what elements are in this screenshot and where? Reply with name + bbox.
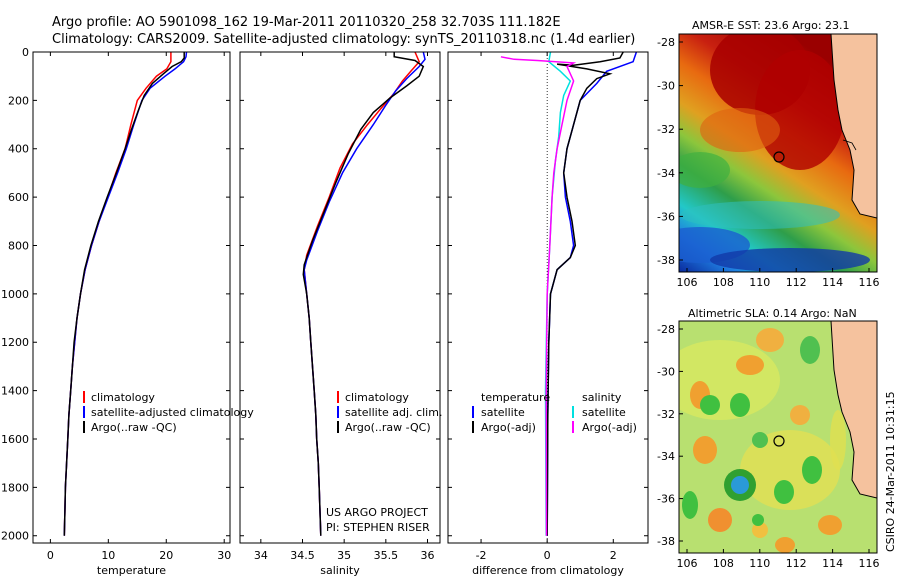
x-axis-label: salinity — [320, 564, 360, 577]
series-line-satellite-adjusted-climatology — [63, 52, 188, 536]
map-x-tick-label: 108 — [713, 557, 734, 570]
series-line-argo-raw-qc- — [63, 52, 185, 536]
salinity-profile-panel: 34 34.5 35 35.5 36 salinity — [239, 51, 441, 577]
x-axis-label: temperature — [97, 564, 166, 577]
x-tick-label: 34.5 — [290, 549, 315, 562]
y-tick-label: 800 — [8, 239, 29, 252]
project-annotation: US ARGO PROJECT — [326, 506, 428, 519]
x-axis-label: difference from climatology — [472, 564, 624, 577]
map-x-tick-label: 116 — [859, 557, 880, 570]
argo-float-marker — [773, 151, 785, 163]
map-x-tick-label: 114 — [822, 557, 843, 570]
legend-label-temp-satellite: satellite — [481, 406, 525, 419]
sla-map-axes: 106 108 110 112 114 116 -28 -30 -32 -34 -36 -38 — [657, 323, 879, 570]
x-tick-label: -2 — [476, 549, 487, 562]
y-tick-label: 1400 — [1, 385, 29, 398]
footer-timestamp: CSIRO 24-Mar-2011 10:31:15 — [884, 391, 897, 552]
x-tick-label: 0 — [47, 549, 54, 562]
x-tick-label: 35 — [337, 549, 351, 562]
series-line-argo-raw-qc- — [302, 52, 425, 536]
map-x-tick-label: 112 — [786, 557, 807, 570]
map-y-tick-label: -30 — [657, 80, 675, 93]
x-tick-label: 0 — [544, 549, 551, 562]
series-line-satellite — [546, 52, 638, 536]
map-y-tick-label: -36 — [657, 493, 675, 506]
legend-label-climatology: climatology — [91, 391, 155, 404]
temperature-legend: climatology satellite-adjusted climatolo… — [83, 391, 254, 434]
y-tick-label: 0 — [22, 46, 29, 59]
map-y-tick-label: -38 — [657, 535, 675, 548]
difference-profile-panel: -2 0 2 difference from climatology — [447, 51, 649, 577]
sst-map — [679, 34, 877, 272]
sst-map-axes: 106 108 110 112 114 116 -28 -30 -32 -34 -36 -38 — [657, 36, 879, 289]
sla-map-title: Altimetric SLA: 0.14 Argo: NaN — [688, 307, 857, 320]
series-line-argo-adj- — [546, 52, 624, 536]
map-y-tick-label: -36 — [657, 210, 675, 223]
figure-title-line1: Argo profile: AO 5901098_162 19-Mar-2011… — [52, 15, 561, 30]
x-tick-label: 30 — [217, 549, 231, 562]
y-tick-label: 2000 — [1, 530, 29, 543]
map-y-tick-label: -32 — [657, 123, 675, 136]
pi-annotation: PI: STEPHEN RISER — [326, 521, 430, 534]
temperature-profile-panel: 0 10 20 30 temperature 0 200 400 600 800 1000 1200 1… — [1, 46, 231, 577]
series-line-climatology — [303, 52, 421, 536]
legend-label-sal-satellite: satellite — [582, 406, 626, 419]
map-y-tick-label: -28 — [657, 323, 675, 336]
difference-legend: temperature satellite Argo(-adj) salinit… — [472, 391, 637, 434]
legend-label-temp-argo: Argo(-adj) — [481, 421, 536, 434]
figure-title-line2: Climatology: CARS2009. Satellite-adjuste… — [52, 32, 635, 47]
y-tick-label: 1600 — [1, 433, 29, 446]
y-tick-label: 1200 — [1, 336, 29, 349]
y-tick-label: 600 — [8, 191, 29, 204]
salinity-legend: climatology satellite adj. clim. Argo(..… — [337, 391, 442, 434]
map-x-tick-label: 112 — [786, 276, 807, 289]
map-x-tick-label: 108 — [713, 276, 734, 289]
argo-float-marker — [773, 435, 785, 447]
legend-label-argo: Argo(..raw -QC) — [91, 421, 177, 434]
x-tick-label: 20 — [159, 549, 173, 562]
map-y-tick-label: -38 — [657, 254, 675, 267]
map-x-tick-label: 106 — [677, 557, 698, 570]
plot-frame — [239, 51, 441, 544]
y-tick-label: 200 — [8, 94, 29, 107]
plot-frame — [32, 51, 231, 544]
map-x-tick-label: 106 — [677, 276, 698, 289]
legend-label-satellite: satellite-adjusted climatology — [91, 406, 254, 419]
legend-label-argo: Argo(..raw -QC) — [345, 421, 431, 434]
sla-map — [679, 321, 877, 553]
map-y-tick-label: -32 — [657, 408, 675, 421]
series-line-satellite — [544, 52, 572, 536]
sst-map-title: AMSR-E SST: 23.6 Argo: 23.1 — [692, 19, 850, 32]
y-tick-label: 1000 — [1, 288, 29, 301]
y-tick-label: 1800 — [1, 481, 29, 494]
x-tick-label: 34 — [254, 549, 268, 562]
series-line-argo-adj- — [500, 56, 577, 536]
legend-title-salinity: salinity — [582, 391, 622, 404]
map-y-tick-label: -28 — [657, 36, 675, 49]
map-x-tick-label: 114 — [822, 276, 843, 289]
map-x-tick-label: 116 — [859, 276, 880, 289]
x-tick-label: 36 — [421, 549, 435, 562]
map-y-tick-label: -30 — [657, 365, 675, 378]
legend-label-satellite: satellite adj. clim. — [345, 406, 442, 419]
legend-label-climatology: climatology — [345, 391, 409, 404]
map-x-tick-label: 110 — [749, 557, 770, 570]
x-tick-label: 2 — [610, 549, 617, 562]
x-tick-label: 35.5 — [374, 549, 399, 562]
plot-frame — [447, 51, 649, 544]
y-tick-label: 400 — [8, 143, 29, 156]
x-tick-label: 10 — [101, 549, 115, 562]
legend-label-sal-argo: Argo(-adj) — [582, 421, 637, 434]
map-x-tick-label: 110 — [749, 276, 770, 289]
legend-title-temperature: temperature — [481, 391, 550, 404]
map-y-tick-label: -34 — [657, 450, 675, 463]
map-y-tick-label: -34 — [657, 167, 675, 180]
